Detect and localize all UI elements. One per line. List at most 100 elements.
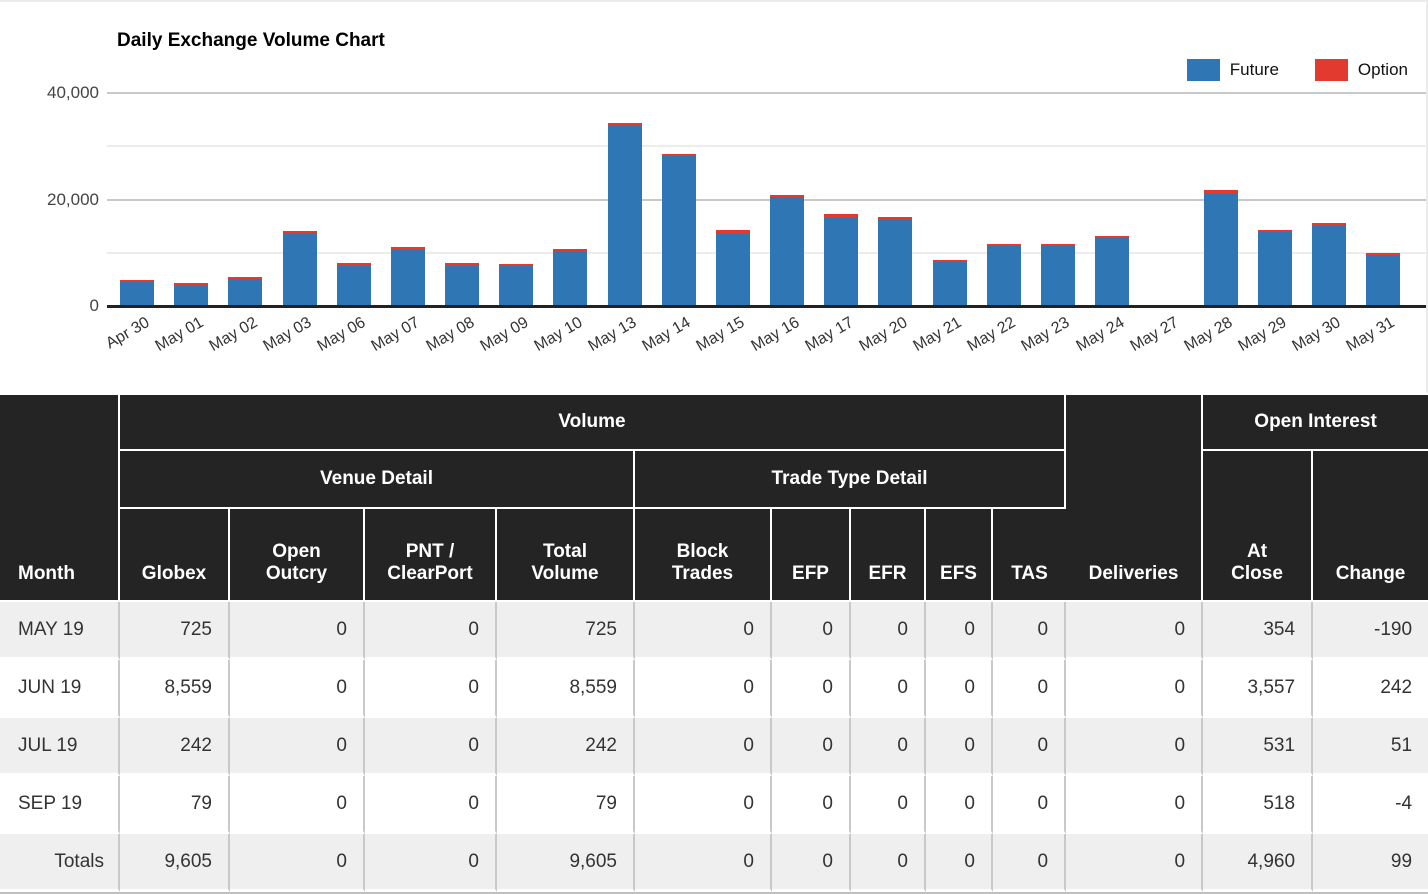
bar-may-07[interactable] [390, 246, 425, 306]
bar-may-21[interactable] [932, 260, 967, 306]
bar-may-30[interactable] [1311, 222, 1346, 306]
value-cell: 0 [1066, 718, 1204, 776]
bar-may-08[interactable] [445, 263, 480, 306]
bar-may-29[interactable] [1257, 229, 1292, 306]
column-header-efr: EFR [851, 509, 926, 602]
x-axis-tick-label: May 24 [1073, 314, 1128, 355]
chart-title: Daily Exchange Volume Chart [117, 30, 385, 51]
x-axis-baseline [107, 305, 1426, 308]
x-axis-tick-label: Apr 30 [102, 314, 153, 353]
chart-legend: Future Option [1186, 59, 1408, 81]
bar-option-segment [1041, 243, 1075, 246]
totals-row: Totals 9,605 0 0 9,605 0 0 0 0 0 0 4,960 99 [0, 834, 1428, 892]
value-cell: 725 [120, 602, 230, 660]
bar-may-24[interactable] [1095, 236, 1130, 306]
bar-may-16[interactable] [770, 194, 805, 306]
bar-slot-may-14 [652, 2, 706, 306]
column-header-open-outcry: Open Outcry [230, 509, 365, 602]
month-cell: Totals [0, 834, 120, 892]
bar-option-segment [499, 263, 534, 267]
value-cell: 0 [635, 776, 772, 834]
value-cell: 0 [926, 718, 993, 776]
column-header-efs: EFS [926, 509, 993, 602]
bar-future-segment [499, 266, 534, 306]
bar-slot-may-24 [1085, 2, 1139, 306]
bar-slot-may-15 [706, 2, 760, 306]
bar-may-17[interactable] [824, 214, 859, 306]
bar-option-segment [174, 283, 209, 286]
value-cell: 242 [1313, 660, 1428, 718]
header-month: Month [0, 395, 120, 602]
bar-option-segment [661, 153, 696, 156]
bar-option-segment [932, 260, 967, 263]
bar-slot-may-21 [923, 2, 977, 306]
bar-may-13[interactable] [607, 122, 642, 306]
bar-may-31[interactable] [1366, 252, 1401, 306]
value-cell: 51 [1313, 718, 1428, 776]
bar-may-22[interactable] [986, 244, 1021, 306]
value-cell: 0 [365, 660, 497, 718]
value-cell: -4 [1313, 776, 1428, 834]
bar-apr-30[interactable] [120, 279, 155, 306]
bar-may-09[interactable] [499, 263, 534, 306]
bar-future-segment [336, 265, 371, 306]
bar-may-14[interactable] [661, 153, 696, 306]
bar-slot-may-31 [1356, 2, 1410, 306]
bottom-divider [0, 892, 1428, 894]
value-cell: 8,559 [497, 660, 635, 718]
value-cell: 242 [120, 718, 230, 776]
value-cell: 0 [230, 834, 365, 892]
gridline [107, 251, 1426, 254]
bar-may-06[interactable] [336, 263, 371, 306]
bar-future-segment [715, 232, 750, 306]
gridline [107, 198, 1426, 201]
bar-option-segment [715, 230, 750, 233]
bar-slot-may-27 [1139, 2, 1193, 306]
bar-option-segment [1203, 190, 1238, 193]
value-cell: 0 [993, 834, 1067, 892]
value-cell: 0 [851, 602, 926, 660]
table-row: JUL 19 242 0 0 242 0 0 0 0 0 0 531 51 [0, 718, 1428, 776]
value-cell: 0 [1066, 834, 1204, 892]
header-change: Change [1313, 451, 1428, 602]
value-cell: 79 [120, 776, 230, 834]
bar-may-01[interactable] [174, 283, 209, 306]
bar-option-segment [1311, 222, 1346, 226]
bar-may-10[interactable] [553, 248, 588, 306]
bar-may-20[interactable] [878, 217, 913, 306]
bar-slot-may-20 [868, 2, 922, 306]
x-axis-tick-label: May 21 [910, 314, 965, 355]
bar-may-28[interactable] [1203, 190, 1238, 306]
value-cell: 0 [365, 776, 497, 834]
volume-table: Month Volume Deliveries Open Interest Ve… [0, 395, 1428, 892]
bar-slot-may-09 [489, 2, 543, 306]
x-axis-tick-label: May 27 [1127, 314, 1182, 355]
bar-future-segment [1041, 245, 1075, 306]
value-cell: 0 [1066, 602, 1204, 660]
bar-slot-may-13 [598, 2, 652, 306]
header-volume: Volume [120, 395, 1067, 451]
bar-slot-may-17 [814, 2, 868, 306]
bar-future-segment [1257, 231, 1292, 306]
y-axis-tick-label: 20,000 [47, 189, 99, 209]
x-axis-tick-label: May 23 [1018, 314, 1073, 355]
bar-may-03[interactable] [282, 230, 317, 306]
bar-may-02[interactable] [228, 277, 263, 306]
header-deliveries: Deliveries [1066, 395, 1204, 602]
x-axis-tick-label: May 20 [856, 314, 911, 355]
bar-may-23[interactable] [1041, 243, 1075, 306]
x-axis-tick-label: May 29 [1235, 314, 1290, 355]
legend-item-option[interactable]: Option [1314, 59, 1408, 81]
legend-item-future[interactable]: Future [1186, 59, 1279, 81]
gridline [107, 145, 1426, 148]
value-cell: 0 [230, 776, 365, 834]
bar-future-segment [878, 219, 913, 306]
value-cell: 0 [230, 602, 365, 660]
value-cell: 0 [365, 718, 497, 776]
bar-slot-may-08 [435, 2, 489, 306]
bar-slot-may-07 [381, 2, 435, 306]
x-axis-tick-label: May 31 [1343, 314, 1398, 355]
value-cell: 0 [772, 776, 851, 834]
table-row: JUN 19 8,559 0 0 8,559 0 0 0 0 0 0 3,557 242 [0, 660, 1428, 718]
bar-may-15[interactable] [715, 230, 750, 306]
